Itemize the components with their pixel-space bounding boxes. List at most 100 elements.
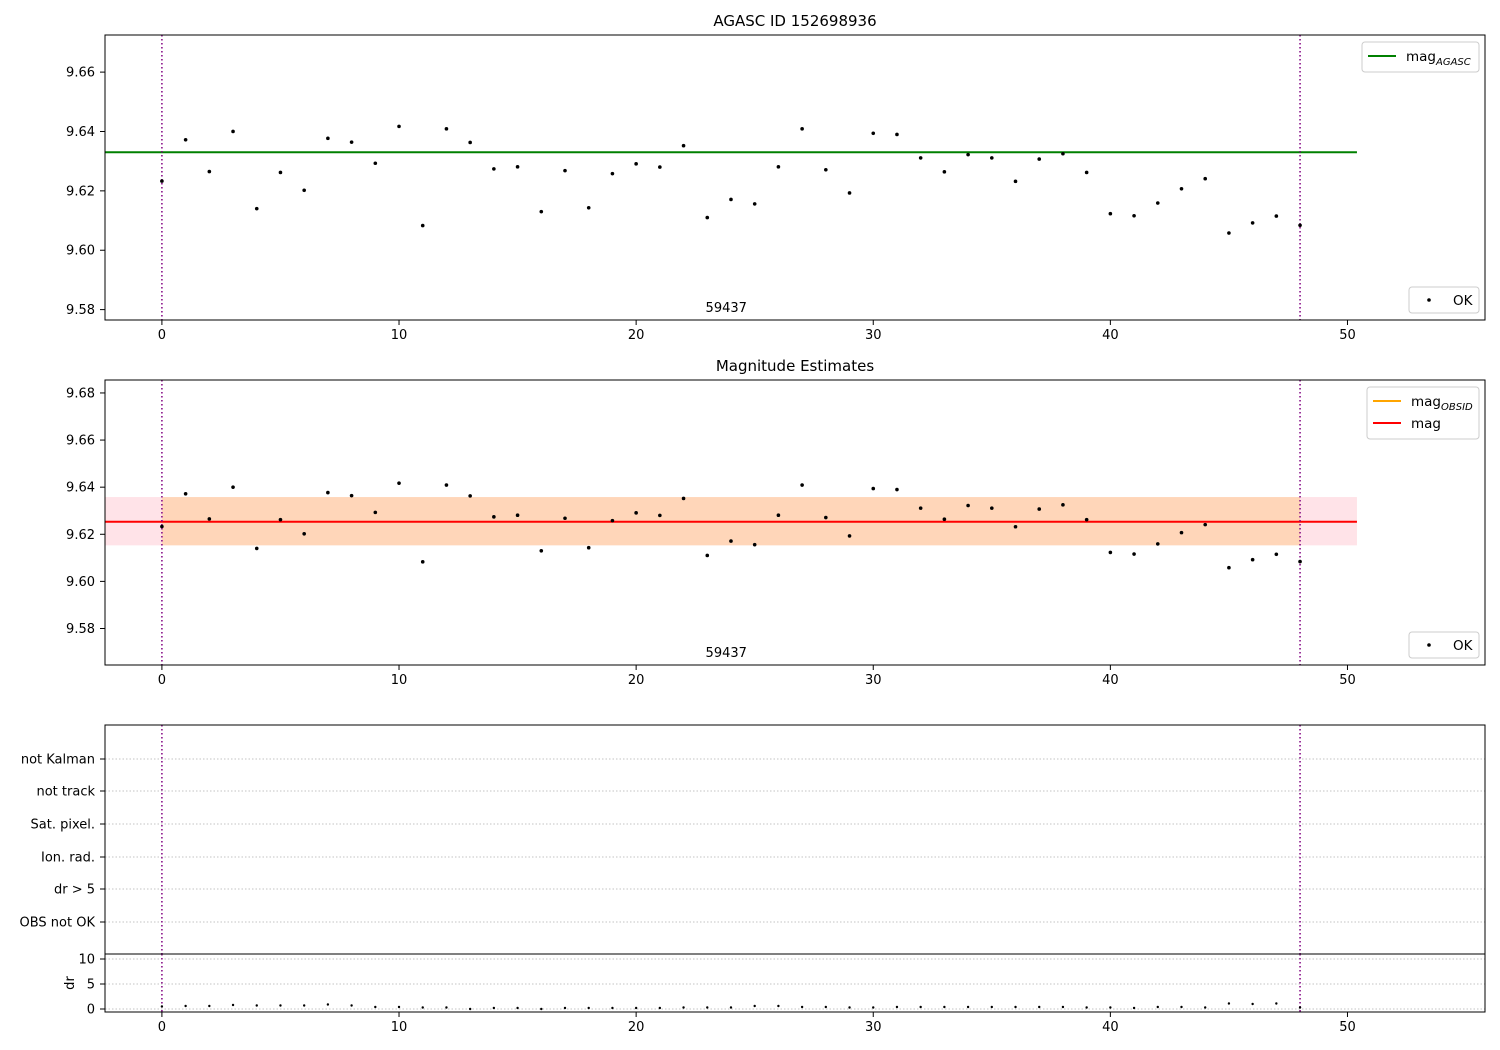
data-point (587, 1006, 590, 1010)
x-tick-label: 30 (865, 1020, 882, 1035)
data-point (1013, 524, 1018, 529)
legend-entry: OK (1453, 638, 1474, 654)
data-point (160, 524, 164, 529)
data-point (611, 1006, 614, 1010)
x-tick-label: 40 (1102, 673, 1119, 688)
data-point (231, 485, 235, 489)
data-point (658, 1006, 662, 1010)
data-point (824, 167, 828, 172)
data-point (183, 491, 188, 496)
data-point (254, 206, 259, 211)
data-point (539, 209, 544, 214)
x-tick-label: 10 (391, 1020, 408, 1035)
x-tick-label: 40 (1102, 1020, 1119, 1035)
legend-entry-subscript: AGASC (1435, 57, 1471, 68)
data-point (184, 1004, 187, 1008)
data-point (847, 534, 852, 538)
data-point (1108, 211, 1113, 216)
x-tick-label: 0 (158, 328, 166, 343)
data-point (397, 124, 401, 129)
data-point (1155, 542, 1160, 546)
data-point (1132, 1006, 1136, 1010)
data-point (349, 140, 354, 144)
y-axis-label: dr (63, 976, 78, 990)
data-point (397, 481, 401, 485)
data-point (515, 165, 520, 169)
data-point (563, 168, 567, 173)
data-point (492, 167, 496, 171)
data-point (1227, 565, 1231, 570)
data-point (1274, 552, 1279, 557)
data-point (374, 1005, 377, 1009)
legend-box (1408, 286, 1480, 314)
data-point (1061, 1005, 1065, 1009)
data-point (445, 1006, 448, 1009)
x-tick-label: 50 (1339, 1020, 1356, 1035)
data-point (420, 560, 425, 564)
data-point (634, 1006, 638, 1010)
legend-box (1361, 41, 1480, 73)
axes-frame (104, 379, 1486, 666)
data-point (1084, 170, 1089, 175)
data-point (397, 1005, 401, 1009)
data-point (1227, 231, 1231, 235)
y-tick-label: 9.64 (66, 481, 95, 496)
data-point (990, 506, 994, 510)
x-tick-label: 50 (1339, 328, 1356, 343)
data-point (302, 188, 306, 193)
data-point (326, 1003, 330, 1006)
legend-entry-name: mag (1411, 416, 1441, 432)
data-point (1250, 557, 1255, 562)
data-point (752, 542, 757, 547)
agasc-panel: AGASC ID 152698936 59437 0 10 20 30 40 50 9.58 9… (66, 12, 1486, 343)
data-point (326, 490, 330, 495)
flags-panel: not Kalman not track Sat. pixel. Ion. rad. d… (20, 724, 1486, 955)
x-tick-label: 0 (158, 1020, 166, 1035)
flag-label: dr > 5 (54, 883, 95, 898)
legend-marker (1427, 643, 1431, 647)
data-point (1250, 221, 1255, 225)
data-point (943, 1005, 946, 1009)
magnitude-estimates-panel: Magnitude Estimates 59437 0 10 20 30 40 50 9.58… (66, 357, 1486, 688)
y-tick-label: 9.58 (66, 622, 95, 637)
y-tick-label: 9.60 (66, 575, 95, 590)
data-point (610, 171, 615, 176)
data-point (326, 136, 330, 141)
data-point (492, 515, 496, 519)
data-point (990, 156, 994, 160)
data-point (895, 487, 899, 492)
legend-box (1408, 631, 1480, 659)
data-point (207, 169, 212, 174)
x-tick-label: 30 (865, 673, 882, 688)
data-point (705, 215, 710, 220)
axes-frame (104, 953, 1486, 1013)
data-point (1013, 179, 1018, 184)
data-point (160, 179, 164, 183)
data-point (1298, 559, 1302, 564)
data-point (1180, 1005, 1183, 1009)
data-point (420, 223, 425, 228)
data-point (302, 532, 306, 536)
y-tick-label: 10 (78, 953, 95, 968)
y-tick-label: 0 (87, 1003, 95, 1018)
flag-label: OBS not OK (20, 916, 96, 931)
data-point (942, 517, 947, 522)
data-point (706, 1006, 709, 1009)
data-point (373, 161, 378, 166)
data-point (421, 1006, 424, 1009)
data-point (871, 131, 876, 136)
y-tick-label: 9.62 (66, 528, 95, 543)
legend-entry-name: mag (1411, 394, 1441, 410)
data-point (634, 162, 638, 166)
data-point (1298, 1006, 1302, 1009)
data-point (539, 548, 544, 553)
data-point (990, 1005, 994, 1009)
data-point (847, 191, 852, 195)
data-point (871, 486, 876, 491)
data-point (1156, 1005, 1159, 1009)
y-tick-label: 9.58 (66, 303, 95, 318)
data-point (918, 156, 923, 160)
data-point (681, 496, 686, 501)
